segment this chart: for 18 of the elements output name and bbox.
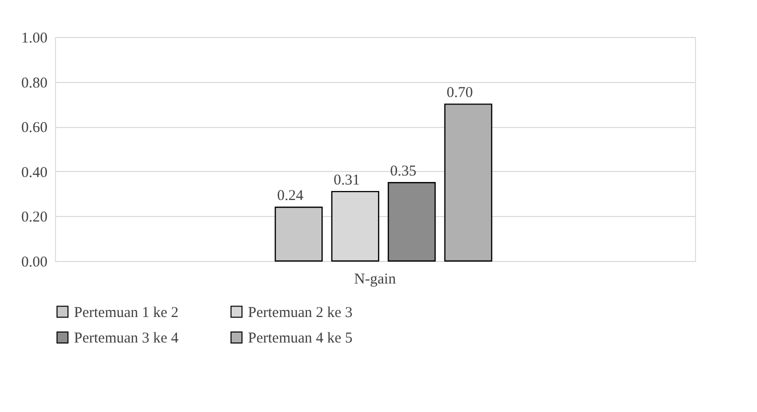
y-tick-label: 0.40 xyxy=(21,164,48,181)
bar xyxy=(444,104,492,262)
data-label: 0.31 xyxy=(334,172,360,189)
legend-label: Pertemuan 3 ke 4 xyxy=(74,330,180,346)
y-tick-label: 0.00 xyxy=(21,254,48,270)
data-label: 0.35 xyxy=(390,164,416,180)
y-tick-label: 0.20 xyxy=(21,210,48,226)
bar xyxy=(274,206,323,262)
legend-label: Pertemuan 1 ke 2 xyxy=(74,304,179,321)
data-label: 0.70 xyxy=(446,85,473,102)
y-tick-label: 0.80 xyxy=(21,75,48,92)
legend-label: Pertemuan 4 ke 5 xyxy=(248,330,353,346)
data-label: 0.24 xyxy=(277,188,304,204)
y-tick-label: 1.00 xyxy=(21,30,48,46)
legend-label: Pertemuan 2 ke 3 xyxy=(248,304,353,321)
y-tick-label: 0.60 xyxy=(21,120,48,136)
bar xyxy=(388,182,436,262)
x-tick-label: N-gain xyxy=(354,272,396,288)
